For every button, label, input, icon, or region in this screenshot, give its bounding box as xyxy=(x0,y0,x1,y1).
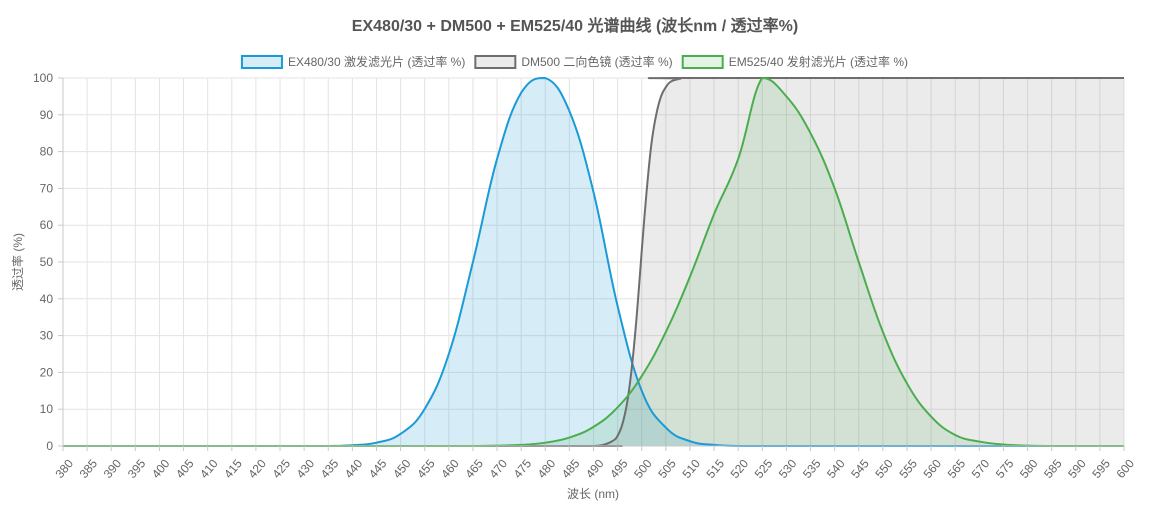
y-tick-label: 30 xyxy=(40,329,54,343)
x-tick-labels: 380 385 390 395 400 405 410 415 420 425 430 435 440 4… xyxy=(52,456,1137,481)
x-tick-label: 555 xyxy=(896,456,920,481)
x-tick-label: 480 xyxy=(535,456,559,481)
y-tick-label: 100 xyxy=(33,71,53,85)
x-tick-label: 535 xyxy=(800,456,824,481)
y-tick-labels: 0 10 20 30 40 50 60 70 80 90 100 xyxy=(33,71,53,453)
x-tick-label: 425 xyxy=(269,456,293,481)
x-tick-label: 600 xyxy=(1113,456,1137,481)
x-axis-title: 波长 (nm) xyxy=(567,487,619,501)
x-tick-label: 515 xyxy=(704,456,728,481)
x-tick-label: 455 xyxy=(414,456,438,481)
x-tick-label: 540 xyxy=(824,456,848,481)
y-tick-label: 40 xyxy=(40,292,54,306)
x-tick-label: 590 xyxy=(1065,456,1089,481)
y-tick-label: 70 xyxy=(40,181,54,195)
x-tick-label: 445 xyxy=(366,456,390,481)
x-tick-label: 550 xyxy=(872,456,896,481)
x-tick-label: 435 xyxy=(318,456,342,481)
legend-item-3[interactable]: EM525/40 发射滤光片 (透过率 %) xyxy=(681,54,908,69)
series-area-3 xyxy=(63,78,1124,446)
x-tick-label: 560 xyxy=(921,456,945,481)
x-tick-label: 405 xyxy=(173,456,197,481)
x-tick-label: 485 xyxy=(559,456,583,481)
legend-item-1[interactable]: EX480/30 激发滤光片 (透过率 %) xyxy=(240,54,465,69)
y-tick-label: 50 xyxy=(40,255,54,269)
legend-item-2[interactable]: DM500 二向色镜 (透过率 %) xyxy=(474,54,673,69)
legend: EX480/30 激发滤光片 (透过率 %) DM500 二向色镜 (透过率 %)… xyxy=(240,54,908,69)
x-tick-label: 490 xyxy=(583,456,607,481)
series-area-1 xyxy=(63,78,1124,446)
series-area-2 xyxy=(63,78,1124,446)
x-tick-label: 430 xyxy=(294,456,318,481)
legend-swatch xyxy=(474,55,517,69)
x-tick-label: 575 xyxy=(993,456,1017,481)
x-tick-label: 415 xyxy=(221,456,245,481)
x-tick-label: 400 xyxy=(149,456,173,481)
x-tick-label: 450 xyxy=(390,456,414,481)
x-tick-label: 525 xyxy=(752,456,776,481)
x-tick-label: 420 xyxy=(245,456,269,481)
y-tick-label: 10 xyxy=(40,402,54,416)
x-tick-label: 595 xyxy=(1089,456,1113,481)
y-tick-label: 80 xyxy=(40,145,54,159)
grid xyxy=(62,77,1125,447)
x-tick-label: 520 xyxy=(728,456,752,481)
legend-swatch xyxy=(681,55,724,69)
x-tick-label: 565 xyxy=(945,456,969,481)
x-tick-label: 530 xyxy=(776,456,800,481)
x-tick-label: 390 xyxy=(101,456,125,481)
legend-label: EX480/30 激发滤光片 (透过率 %) xyxy=(288,54,465,69)
x-tick-label: 460 xyxy=(438,456,462,481)
x-tick-label: 570 xyxy=(969,456,993,481)
y-tick-label: 90 xyxy=(40,108,54,122)
x-tick-label: 385 xyxy=(77,456,101,481)
x-tick-label: 470 xyxy=(486,456,510,481)
x-tick-label: 410 xyxy=(197,456,221,481)
y-tick-label: 60 xyxy=(40,218,54,232)
chart-title: EX480/30 + DM500 + EM525/40 光谱曲线 (波长nm /… xyxy=(352,16,798,35)
x-tick-label: 545 xyxy=(848,456,872,481)
x-tick-label: 500 xyxy=(631,456,655,481)
x-tick-label: 495 xyxy=(607,456,631,481)
x-tick-label: 475 xyxy=(511,456,535,481)
axes xyxy=(58,77,1125,451)
x-tick-label: 395 xyxy=(125,456,149,481)
y-tick-label: 20 xyxy=(40,365,54,379)
series-areas xyxy=(63,78,1124,446)
x-tick-label: 580 xyxy=(1017,456,1041,481)
legend-label: DM500 二向色镜 (透过率 %) xyxy=(521,54,672,69)
x-tick-label: 585 xyxy=(1041,456,1065,481)
x-tick-label: 465 xyxy=(462,456,486,481)
x-tick-label: 380 xyxy=(52,456,76,481)
legend-label: EM525/40 发射滤光片 (透过率 %) xyxy=(729,54,908,69)
x-tick-label: 505 xyxy=(655,456,679,481)
x-tick-label: 510 xyxy=(679,456,703,481)
y-tick-label: 0 xyxy=(46,439,53,453)
legend-swatch xyxy=(240,55,283,69)
x-tick-label: 440 xyxy=(342,456,366,481)
y-axis-title: 透过率 (%) xyxy=(10,233,25,291)
